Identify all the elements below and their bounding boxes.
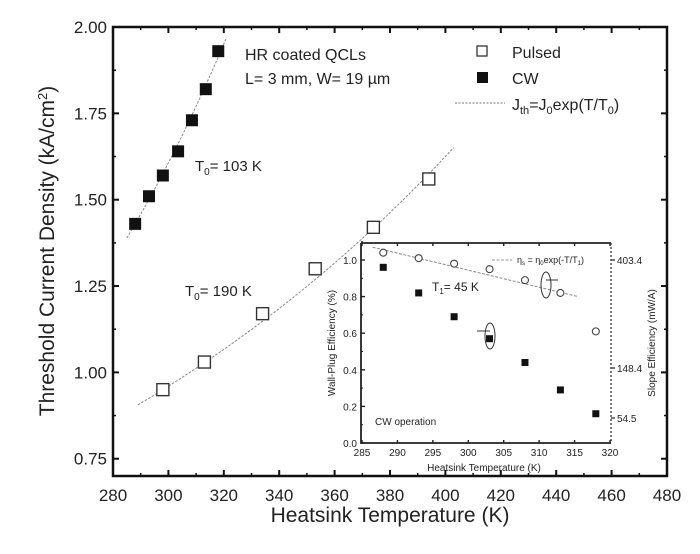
x-tick-label: 460 [597,486,625,505]
legend-pulsed-label: Pulsed [512,45,561,62]
x-tick-label: 480 [653,486,681,505]
inset-x-tick-label: 300 [460,448,477,459]
y-tick-label: 1.50 [74,191,107,210]
inset-axis-marker-right [540,271,552,299]
inset-axis-marker-left [484,322,496,350]
slope-eff-point [414,254,423,263]
wallplug-point [486,335,494,343]
inset-y-tick-label: 0.8 [343,293,357,304]
slope-eff-point [379,248,388,257]
x-tick-label: 340 [265,486,293,505]
x-tick-label: 360 [320,486,348,505]
inset-right-tick-label: 54.5 [617,414,637,425]
slope-eff-point [485,265,494,274]
main-plot-frame [111,25,669,478]
inset-x-tick-label: 290 [389,448,406,459]
wallplug-point [450,313,458,321]
slope-eff-point [591,327,600,336]
inset-legend-label: ηs = η0exp(-T/T1) [517,255,584,267]
header-title: HR coated QCLs [245,47,366,64]
x-tick-label: 320 [210,486,238,505]
wallplug-point [556,386,564,394]
cw-point [185,114,198,127]
legend-pulsed-marker [476,45,488,57]
slope-eff-point [450,259,459,268]
x-tick-label: 420 [487,486,515,505]
t1-annotation: T1= 45 K [432,280,479,296]
pulsed-point [422,172,436,186]
y-tick-label: 2.00 [74,18,107,37]
pulsed-point [197,355,212,369]
wallplug-point [379,263,387,271]
inset-x-tick-label: 310 [531,448,548,459]
main-x-axis-label: Heatsink Temperature (K) [271,504,510,527]
inset-x-axis-label: Heatsink Temperature (K) [427,463,541,474]
inset-x-tick-label: 320 [602,448,619,459]
pulsed-point [366,220,381,235]
cw-point [199,83,212,96]
pulsed-point [255,306,270,321]
slope-eff-point [520,276,530,285]
inset-data-points [379,248,600,418]
inset-fit-curve [372,246,579,298]
inset-y-tick-label: 0.0 [343,439,357,450]
cw-point [156,169,169,182]
wallplug-point [592,410,600,418]
inset-frame [360,242,611,444]
inset-right-axis-label: Slope Efficiency (mW/A) [647,289,658,397]
cw-operation-label: CW operation [375,417,436,428]
pulsed-point [308,262,322,276]
inset-x-tick-label: 305 [495,448,512,459]
x-tick-label: 380 [376,486,404,505]
y-tick-label: 1.75 [74,104,107,123]
y-tick-label: 1.00 [74,363,107,382]
inset-y-tick-label: 0.4 [343,366,357,377]
inset-x-tick-label: 285 [354,448,371,459]
legend-fit-label: Jth=J0exp(T/T0) [512,97,619,117]
wallplug-point [415,289,423,297]
cw-point [212,45,225,58]
legend-cw-label: CW [512,71,540,88]
main-y-axis-label: Threshold Current Density (kA/cm2) [35,86,60,417]
cw-point [172,145,185,158]
cw-point [143,190,156,203]
slope-eff-point [556,288,565,297]
pulsed-point [156,382,170,397]
header-dimensions: L= 3 mm, W= 19 µm [245,71,390,88]
t0-pulsed-annotation: T0= 190 K [185,283,252,303]
wallplug-point [521,358,529,366]
inset-y-tick-label: 1.0 [343,256,357,267]
main-data-points [129,45,436,397]
inset-right-tick-label: 403.4 [617,256,642,267]
x-tick-label: 280 [99,486,127,505]
inset-right-tick-label: 148.4 [617,364,642,375]
y-tick-label: 0.75 [74,450,107,469]
x-tick-label: 440 [542,486,570,505]
cw-point [129,217,142,230]
t0-cw-annotation: T0= 103 K [195,158,262,178]
inset-y-tick-label: 0.6 [343,329,357,340]
legend-cw-marker [477,72,488,83]
x-tick-label: 300 [154,486,182,505]
inset-x-tick-label: 295 [425,448,442,459]
y-tick-label: 1.25 [74,277,107,296]
inset-y-axis-label: Wall-Plug Efficiency (%) [327,290,338,396]
x-tick-label: 400 [431,486,459,505]
inset-x-tick-label: 315 [566,448,583,459]
inset-y-tick-label: 0.2 [343,402,357,413]
